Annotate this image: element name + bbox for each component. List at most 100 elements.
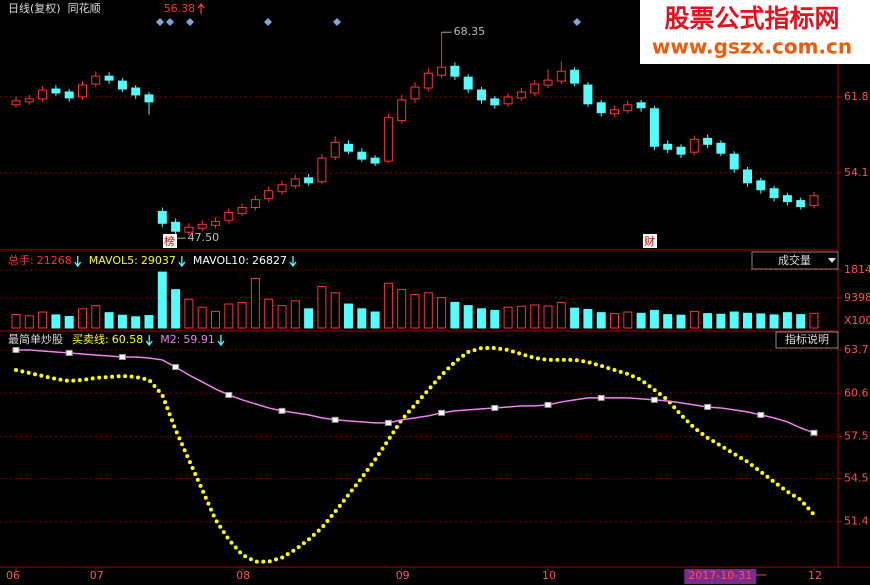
indicator-help-label[interactable]: 指标说明 [785, 332, 829, 346]
candle-body [78, 84, 87, 98]
candle-body [117, 80, 127, 90]
candle-body [277, 184, 287, 193]
volume-bar [24, 315, 34, 329]
volume-bar [397, 289, 407, 329]
volume-bar [38, 311, 48, 329]
candle-body [397, 99, 407, 122]
volume-bar [663, 314, 673, 329]
candle-body [756, 180, 766, 191]
volume-bar [104, 312, 114, 329]
candle-body [463, 76, 473, 90]
candle-body [344, 143, 353, 152]
candle-body [610, 109, 619, 115]
candle-body [556, 70, 566, 82]
volume-bar [91, 305, 101, 329]
volume-bar [197, 306, 207, 329]
volume-bar [410, 293, 420, 329]
volume-bar [277, 305, 287, 329]
y-tick-label: 63.7 [844, 343, 869, 356]
line-marker [384, 419, 392, 426]
volume-bar [171, 289, 181, 329]
candle-body [769, 188, 779, 199]
volume-bar [344, 303, 353, 329]
y-tick-label: 54.5 [844, 471, 869, 484]
candle-body [144, 94, 154, 103]
x-tick-label: 10 [542, 569, 556, 582]
volume-bar [250, 277, 260, 329]
candle-body [649, 108, 659, 147]
volume-bar [530, 304, 540, 329]
down-arrow [145, 335, 153, 347]
event-tag [643, 234, 657, 248]
candle-body [38, 89, 48, 100]
volume-bar [383, 282, 393, 329]
volume-bar [290, 300, 300, 329]
header-text: 59.91 [183, 333, 215, 346]
candle-body [729, 153, 739, 170]
candle-body [317, 157, 327, 183]
y-tick-label: 61.8 [844, 90, 869, 103]
indicator-help-button[interactable] [775, 331, 839, 349]
volume-bar [423, 292, 433, 329]
line-marker [757, 411, 765, 418]
volume-bar [131, 316, 141, 329]
candle-body [237, 207, 247, 214]
volume-bar [117, 314, 127, 329]
high-annotation: 68.35 [454, 25, 486, 38]
volume-bar [264, 298, 274, 329]
series-line [16, 349, 815, 434]
candle-body [703, 137, 713, 145]
candle-body [91, 75, 101, 85]
candle-body [477, 89, 486, 101]
volume-bar [556, 301, 566, 329]
event-tag-label: 榜 [164, 234, 175, 248]
candle-body [516, 91, 526, 99]
volume-bar [743, 312, 752, 329]
dropdown-arrow[interactable] [828, 258, 836, 263]
candle-body [410, 86, 420, 100]
candle-body [184, 226, 194, 233]
candle-body [782, 195, 792, 203]
volume-bar [703, 313, 713, 329]
volume-bar [357, 308, 367, 329]
x-tick-label: 06 [6, 569, 20, 582]
volume-bar [676, 314, 686, 329]
volume-bar [756, 313, 766, 329]
volume-bar [503, 306, 513, 329]
volume-bar [490, 309, 500, 329]
y-tick-label: 54.1 [844, 166, 869, 179]
down-arrow [74, 256, 82, 268]
line-marker [597, 394, 605, 401]
volume-bar [716, 313, 726, 329]
line-marker [65, 349, 73, 356]
candle-body [663, 143, 673, 150]
y-tick-label: 57.5 [844, 430, 869, 443]
volume-bar [570, 307, 580, 329]
series-line [14, 346, 816, 564]
volume-bar [450, 301, 460, 329]
cursor-date-bg [684, 569, 757, 584]
candle-body [809, 195, 819, 207]
header-text: 21268 [37, 254, 72, 267]
volume-bar [649, 309, 659, 329]
volume-bar [184, 298, 194, 329]
header-text: 29037 [141, 254, 176, 267]
header-text: 总手: [8, 253, 34, 267]
volume-selector-label[interactable]: 成交量 [778, 253, 811, 267]
volume-bar [610, 313, 619, 329]
line-marker [438, 409, 446, 416]
candle-body [676, 146, 686, 155]
volume-selector[interactable] [751, 251, 839, 270]
volume-bar [237, 301, 247, 329]
volume-bar [304, 308, 314, 329]
y-tick-label: 9398 [844, 291, 870, 304]
candle-body [689, 138, 699, 153]
volume-bar [809, 312, 819, 329]
down-arrow [289, 256, 297, 268]
candle-body [490, 98, 500, 106]
candle-body [370, 157, 380, 164]
candle-body [423, 72, 433, 89]
volume-bar [782, 312, 792, 329]
